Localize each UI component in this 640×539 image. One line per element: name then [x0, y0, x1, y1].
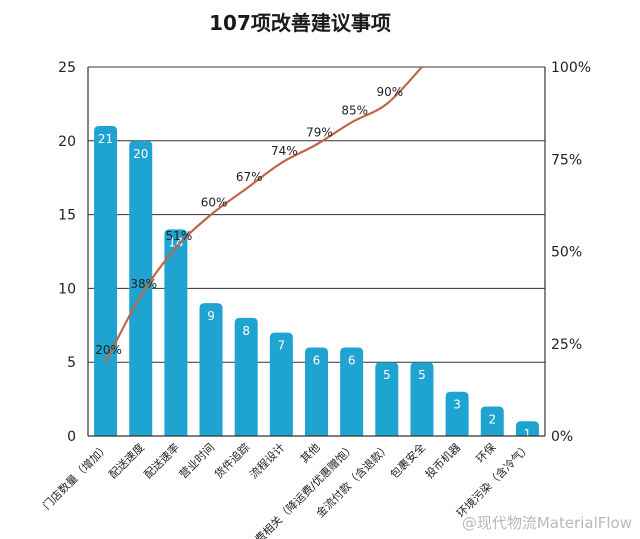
bar	[94, 126, 118, 436]
bar-value-label: 5	[418, 368, 426, 382]
bar-value-label: 9	[207, 309, 215, 323]
bar-value-label: 5	[383, 368, 391, 382]
x-category-label: 投币机器	[422, 440, 463, 481]
cumulative-percent-label: 79%	[306, 125, 333, 139]
x-category-label: 配送速率	[141, 440, 182, 481]
y-tick-label: 20	[58, 134, 76, 150]
y-tick-label: 5	[67, 355, 76, 371]
bar	[129, 140, 153, 437]
bar	[305, 347, 328, 436]
bar-value-label: 14	[168, 235, 183, 249]
bar	[199, 303, 223, 436]
cumulative-percent-label: 90%	[376, 85, 403, 99]
bar	[410, 362, 434, 436]
bar	[515, 421, 539, 436]
bar-value-label: 20	[133, 147, 148, 161]
y-tick-label: 0	[67, 429, 76, 445]
bar	[234, 317, 258, 436]
x-category-label: 配送速度	[106, 440, 147, 481]
cumulative-percent-label: 20%	[95, 343, 122, 357]
y-tick-label: 10	[58, 281, 76, 297]
y2-tick-label: 0%	[551, 429, 573, 445]
bar-value-label: 7	[278, 339, 286, 353]
x-category-label: 流程设计	[246, 440, 287, 481]
y-tick-label: 15	[58, 208, 76, 224]
bar	[340, 347, 364, 436]
x-category-label: 门店数量（增加）	[40, 440, 112, 512]
cumulative-percent-label: 67%	[236, 170, 263, 184]
bar	[375, 362, 399, 436]
bar-value-label: 6	[348, 353, 356, 367]
bar	[445, 391, 469, 436]
y-tick-label: 25	[58, 60, 76, 76]
y2-tick-label: 75%	[551, 152, 582, 168]
bar-value-label: 1	[524, 427, 532, 441]
bar-value-label: 21	[98, 132, 113, 146]
watermark: @现代物流MaterialFlow	[461, 514, 632, 532]
grid-lines	[88, 66, 545, 363]
x-category-label: 包裹安全	[387, 440, 428, 481]
x-category-label: 其他	[298, 441, 323, 466]
cumulative-percent-label: 60%	[201, 196, 228, 210]
bar-value-label: 8	[242, 324, 250, 338]
x-category-label: 环保	[473, 440, 498, 465]
cumulative-percent-label: 51%	[166, 229, 193, 243]
bar	[480, 406, 504, 436]
cumulative-line: 20% 38% 51% 60% 67% 74% 79% 85% 90%	[95, 66, 423, 363]
cumulative-percent-label: 85%	[341, 103, 368, 117]
bar	[164, 229, 188, 436]
y2-tick-label: 25%	[551, 337, 582, 353]
bar-value-label: 3	[453, 398, 461, 412]
x-category-label: 营业时间	[176, 440, 217, 481]
cumulative-percent-label: 74%	[271, 144, 298, 158]
cumulative-percent-label: 38%	[130, 277, 157, 291]
bar-value-label: 2	[488, 412, 496, 426]
bar	[269, 332, 293, 436]
y2-tick-label: 100%	[551, 60, 591, 76]
bar-value-label: 6	[313, 353, 321, 367]
chart-title: 107项改善建议事项	[209, 11, 391, 35]
x-category-label: 货件追踪	[211, 440, 252, 481]
y2-tick-label: 50%	[551, 245, 582, 261]
cumulative-line-path	[104, 66, 423, 363]
